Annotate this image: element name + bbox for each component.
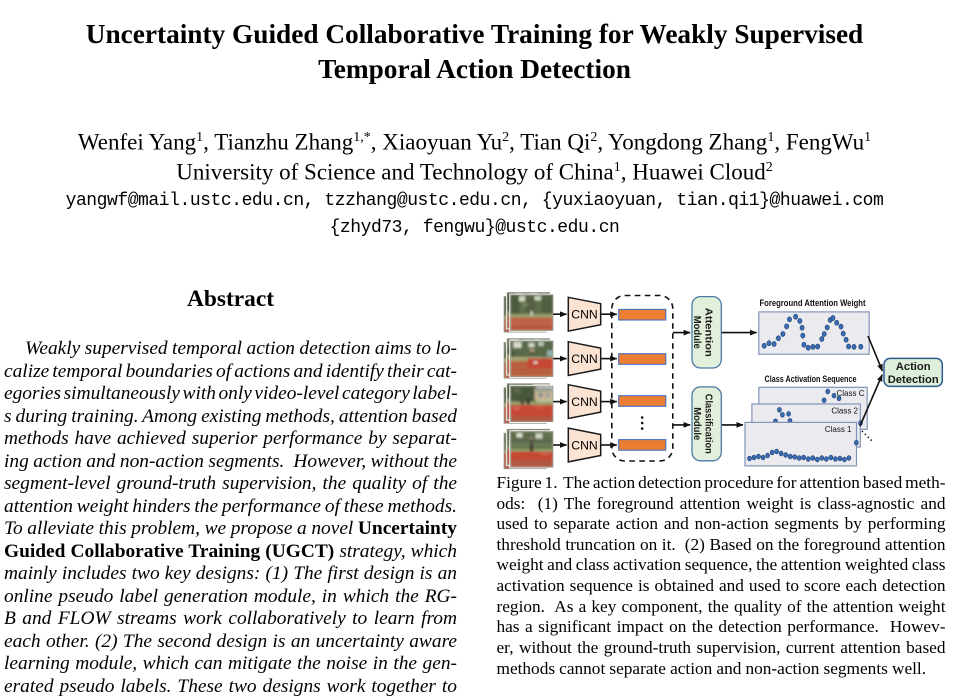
svg-text:CNN: CNN <box>571 438 597 452</box>
svg-text:Class 2: Class 2 <box>831 406 858 415</box>
svg-text:Module: Module <box>691 407 702 440</box>
svg-text:CNN: CNN <box>571 395 597 409</box>
svg-text:Detection: Detection <box>888 374 939 386</box>
svg-text:Class C: Class C <box>836 389 864 398</box>
svg-text:Foreground Attention Weight: Foreground Attention Weight <box>760 298 867 309</box>
svg-text:Action: Action <box>896 361 931 373</box>
svg-text:CNN: CNN <box>571 308 597 322</box>
svg-text:Module: Module <box>691 316 702 349</box>
svg-text:Class 1: Class 1 <box>825 425 852 434</box>
svg-text:Class Activation Sequence: Class Activation Sequence <box>765 374 857 385</box>
svg-text:Attention: Attention <box>702 308 713 357</box>
svg-text:Classification: Classification <box>702 394 713 454</box>
svg-text:CNN: CNN <box>571 352 597 366</box>
